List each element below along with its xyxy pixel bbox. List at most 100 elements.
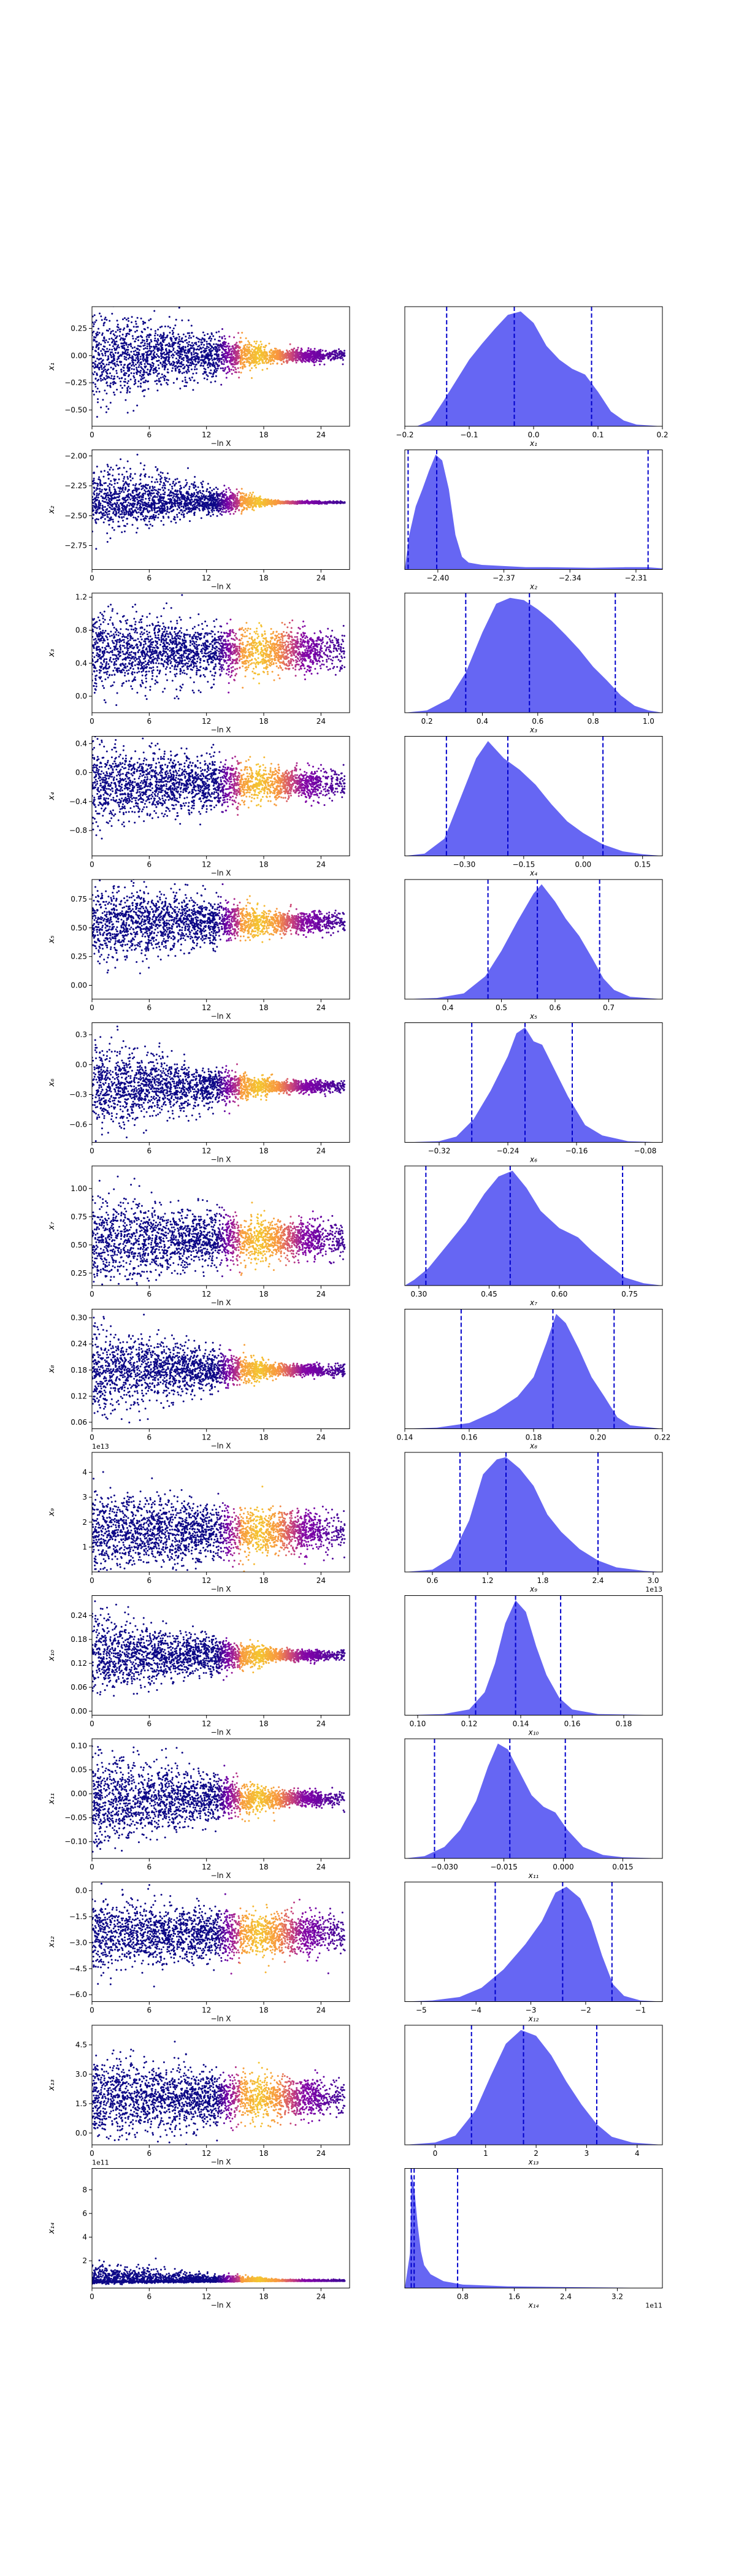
scatter-point xyxy=(127,358,129,360)
scatter-point xyxy=(125,501,127,504)
scatter-point xyxy=(125,510,128,512)
scatter-point xyxy=(188,507,190,509)
scatter-point xyxy=(291,358,293,361)
scatter-point xyxy=(167,498,170,500)
scatter-point xyxy=(180,340,182,342)
scatter-point xyxy=(248,504,251,506)
scatter-point xyxy=(223,507,225,510)
scatter-point xyxy=(218,347,220,349)
scatter-point xyxy=(220,505,222,507)
scatter-point xyxy=(132,356,134,358)
scatter-point xyxy=(145,371,148,374)
scatter-point xyxy=(222,342,224,345)
scatter-point xyxy=(102,378,104,381)
scatter-point xyxy=(191,376,193,378)
scatter-point xyxy=(171,329,174,332)
scatter-point xyxy=(184,346,186,348)
scatter-point xyxy=(331,353,333,355)
scatter-point xyxy=(105,382,108,385)
scatter-point xyxy=(134,346,136,348)
scatter-point xyxy=(156,370,158,372)
scatter-point xyxy=(156,343,159,345)
scatter-point xyxy=(186,512,188,515)
scatter-point xyxy=(120,328,122,331)
scatter-point xyxy=(251,348,253,350)
scatter-point xyxy=(115,372,118,374)
scatter-point xyxy=(156,383,158,385)
scatter-point xyxy=(284,352,286,355)
scatter-point xyxy=(143,395,145,397)
scatter-point xyxy=(266,351,268,354)
scatter-point xyxy=(205,507,208,509)
scatter-point xyxy=(277,355,279,358)
scatter-point xyxy=(115,512,118,514)
scatter-point xyxy=(261,360,264,362)
scatter-point xyxy=(109,353,112,356)
scatter-point xyxy=(96,493,98,495)
scatter-point xyxy=(140,375,143,378)
scatter-point xyxy=(241,332,243,334)
scatter-point xyxy=(197,337,199,340)
scatter-point xyxy=(201,354,203,356)
scatter-point xyxy=(171,340,173,342)
scatter-point xyxy=(145,491,147,493)
scatter-point xyxy=(105,493,107,495)
scatter-point xyxy=(142,468,145,470)
scatter-point xyxy=(158,513,160,515)
scatter-point xyxy=(233,349,236,351)
scatter-point xyxy=(194,368,196,370)
scatter-point xyxy=(140,386,142,388)
scatter-point xyxy=(240,488,243,490)
scatter-point xyxy=(300,355,302,357)
scatter-point xyxy=(248,352,250,355)
scatter-point xyxy=(128,368,131,370)
scatter-point xyxy=(307,347,310,350)
scatter-point xyxy=(162,489,164,491)
scatter-point xyxy=(128,363,130,366)
scatter-point xyxy=(269,359,272,362)
scatter-point xyxy=(207,375,209,377)
scatter-point xyxy=(242,497,244,499)
scatter-point xyxy=(216,369,218,372)
scatter-point xyxy=(188,335,191,337)
scatter-point xyxy=(180,491,182,493)
scatter-point xyxy=(259,357,262,359)
scatter-point xyxy=(235,363,237,366)
scatter-point xyxy=(125,356,128,359)
scatter-point xyxy=(234,350,236,353)
scatter-point xyxy=(136,453,139,456)
scatter-point xyxy=(270,505,273,507)
scatter-point xyxy=(245,494,248,497)
scatter-point xyxy=(172,480,175,483)
scatter-point xyxy=(129,498,132,500)
scatter-point xyxy=(105,499,108,501)
scatter-point xyxy=(123,317,126,320)
scatter-point xyxy=(263,357,265,359)
scatter-point xyxy=(161,325,163,328)
scatter-point xyxy=(211,489,213,492)
scatter-point xyxy=(103,336,105,339)
scatter-point xyxy=(315,353,318,356)
scatter-point xyxy=(156,481,159,483)
scatter-point xyxy=(137,361,139,364)
scatter-point xyxy=(142,359,145,362)
scatter-point xyxy=(194,507,196,510)
scatter-point xyxy=(131,507,133,510)
scatter-point xyxy=(108,338,110,340)
scatter-point xyxy=(309,358,312,360)
scatter-point xyxy=(144,473,147,475)
scatter-point xyxy=(150,340,153,343)
scatter-point xyxy=(150,481,153,483)
scatter-point xyxy=(93,336,95,338)
scatter-point xyxy=(147,510,149,513)
scatter-point xyxy=(195,489,197,491)
scatter-point xyxy=(101,516,104,518)
scatter-point xyxy=(147,369,149,370)
scatter-point xyxy=(282,355,285,358)
scatter-point xyxy=(321,355,323,357)
scatter-point xyxy=(122,366,125,369)
scatter-point xyxy=(165,480,167,482)
scatter-point xyxy=(120,364,123,366)
scatter-point xyxy=(153,355,156,357)
scatter-point xyxy=(134,382,137,385)
